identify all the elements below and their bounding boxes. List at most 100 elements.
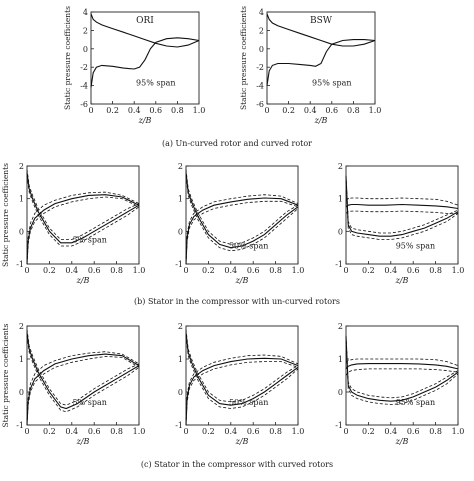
x-tick-label: 0: [343, 427, 348, 436]
dashed-series-line: [185, 169, 299, 245]
dashed-series-line: [185, 361, 299, 426]
x-tick-label: 1.0: [292, 266, 305, 275]
x-tick-label: 0: [24, 266, 29, 275]
y-tick-label: 1: [178, 355, 183, 364]
x-tick-label: 0.6: [407, 266, 420, 275]
x-tick-label: 0.8: [269, 266, 282, 275]
y-axis-label: Static pressure coefficients: [1, 323, 10, 427]
dashed-series-line: [26, 169, 140, 240]
y-tick-label: 2: [19, 162, 24, 171]
dashed-series-line: [185, 354, 299, 426]
solid-series-line: [26, 172, 140, 244]
y-tick-label: -1: [335, 260, 343, 269]
x-tick-label: 0: [343, 266, 348, 275]
y-tick-label: 1: [19, 355, 24, 364]
solid-series-line: [185, 172, 299, 249]
y-tick-label: -1: [16, 421, 24, 430]
x-tick-label: 0.6: [149, 106, 162, 115]
x-tick-label: 0.2: [43, 427, 56, 436]
plot-frame: [26, 325, 140, 426]
x-tick-label: 0.8: [171, 106, 184, 115]
y-tick-label: -1: [16, 260, 24, 269]
x-tick-label: 0.2: [106, 106, 119, 115]
x-tick-label: 0.4: [65, 266, 78, 275]
y-tick-label: 1: [338, 355, 343, 364]
x-axis-label: z/B: [76, 276, 90, 285]
x-tick-label: 0.8: [429, 427, 442, 436]
span-label: 95% span: [396, 241, 435, 250]
x-tick-label: 0.2: [43, 266, 56, 275]
dashed-series-line: [345, 335, 459, 399]
x-tick-label: 0.4: [384, 266, 397, 275]
x-axis-label: z/B: [235, 437, 249, 446]
y-tick-label: 0: [178, 227, 183, 236]
dashed-series-line: [26, 355, 140, 426]
caption-c: (c) Stator in the compressor with curved…: [140, 460, 334, 469]
dashed-series-line: [345, 175, 459, 240]
span-label: 50% span: [229, 398, 268, 407]
x-tick-label: 0.6: [407, 427, 420, 436]
y-tick-label: 4: [83, 8, 88, 17]
dashed-series-line: [345, 197, 459, 206]
plot-frame: [266, 11, 376, 105]
x-tick-label: 0.6: [247, 427, 260, 436]
x-tick-label: 0.2: [362, 266, 375, 275]
span-label: 95% span: [312, 79, 351, 88]
dashed-series-line: [345, 210, 458, 214]
y-tick-label: 0: [338, 227, 343, 236]
dashed-series-line: [26, 335, 140, 413]
x-tick-label: 0.4: [128, 106, 141, 115]
x-tick-label: 0.4: [304, 106, 317, 115]
y-tick-label: 2: [178, 162, 183, 171]
x-tick-label: 0.8: [269, 427, 282, 436]
x-tick-label: 1.0: [369, 106, 382, 115]
y-tick-label: 4: [259, 8, 264, 17]
y-tick-label: 2: [338, 322, 343, 331]
dashed-series-line: [345, 358, 459, 366]
dashed-series-line: [26, 196, 140, 265]
x-tick-label: 0.8: [110, 266, 123, 275]
y-tick-label: 2: [178, 322, 183, 331]
chart-a2: 0 0.2 0.4 0.6 0.8 1.0 -6 -4 -2 0 2 4 z/B Static press…: [239, 6, 381, 125]
x-tick-label: 0: [264, 106, 269, 115]
x-tick-label: 0.6: [247, 266, 260, 275]
y-axis-label: Static pressure coefficients: [239, 6, 248, 110]
solid-series-line: [185, 357, 299, 426]
dashed-series-line: [185, 335, 299, 409]
solid-series-line: [266, 39, 376, 86]
dashed-series-line: [185, 200, 299, 265]
y-tick-label: 2: [338, 162, 343, 171]
y-axis-label: Static pressure coefficients: [1, 163, 10, 267]
dashed-series-line: [26, 351, 140, 426]
x-tick-label: 0.4: [384, 427, 397, 436]
dashed-series-line: [185, 194, 299, 265]
y-tick-label: -1: [175, 260, 183, 269]
x-tick-label: 0.2: [202, 266, 215, 275]
x-axis-label: z/B: [395, 276, 409, 285]
solid-series-line: [345, 363, 459, 370]
x-axis-label: z/B: [76, 437, 90, 446]
plot-frame: [345, 325, 459, 426]
y-tick-label: 2: [19, 322, 24, 331]
x-tick-label: 1.0: [133, 427, 146, 436]
y-tick-label: 2: [83, 26, 88, 35]
x-tick-label: 0.4: [65, 427, 78, 436]
x-axis-label: z/B: [314, 116, 328, 125]
x-tick-label: 0.8: [429, 266, 442, 275]
y-tick-label: -6: [80, 100, 88, 109]
x-axis-label: z/B: [395, 437, 409, 446]
solid-series-line: [185, 332, 299, 406]
span-label: 95% span: [136, 79, 175, 88]
y-tick-label: 1: [338, 195, 343, 204]
y-axis-label: Static pressure coefficients: [63, 6, 72, 110]
solid-series-line: [26, 194, 140, 265]
y-tick-label: 0: [178, 388, 183, 397]
solid-series-line: [345, 335, 459, 402]
solid-series-line: [185, 197, 299, 265]
y-tick-label: -4: [80, 82, 88, 91]
dashed-series-line: [345, 175, 459, 234]
